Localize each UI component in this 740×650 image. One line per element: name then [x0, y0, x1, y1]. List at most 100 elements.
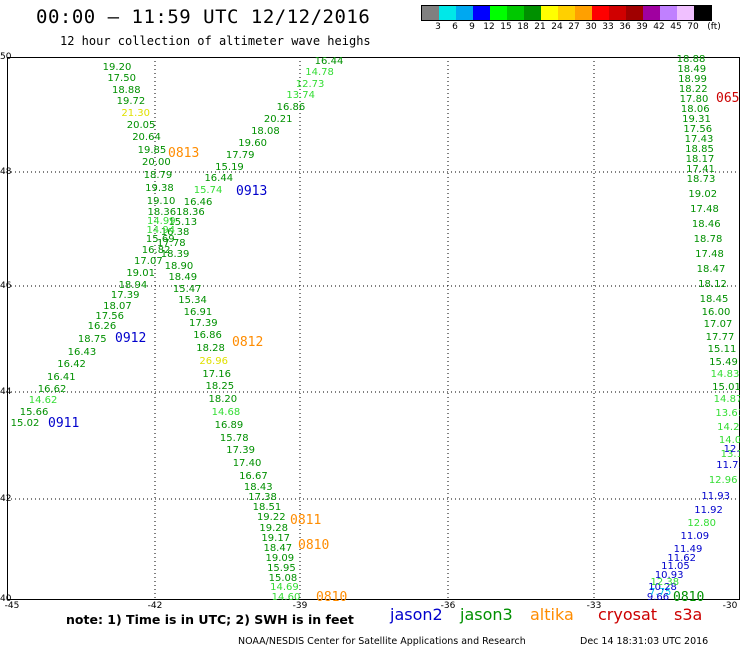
swh-value: 18.46 [691, 219, 721, 230]
swh-value: 18.51 [252, 502, 282, 514]
swh-value: 12.38 [650, 576, 680, 588]
swh-value: 16.44 [314, 56, 344, 67]
swh-value: 11.62 [667, 552, 697, 564]
swh-value: 20.00 [142, 157, 171, 169]
color-scale-label: 33 [602, 22, 614, 32]
swh-value: 18.79 [143, 170, 173, 182]
swh-value: 18.06 [680, 104, 710, 115]
swh-value: 18.47 [263, 542, 293, 554]
swh-value: 18.28 [196, 343, 225, 355]
legend-entry: jason3 [460, 605, 513, 624]
note-text: note: 1) Time is in UTC; 2) SWH is in fe… [66, 612, 354, 627]
color-swatch [575, 6, 592, 20]
swh-value: 18.99 [678, 74, 707, 85]
swh-value: 19.20 [102, 62, 132, 73]
swh-value: 14.68 [211, 406, 241, 418]
swh-value: 16.86 [193, 330, 222, 342]
swh-value: 14.60 [271, 592, 301, 603]
swh-value: 15.66 [19, 406, 49, 418]
swh-value: 15.78 [219, 432, 249, 444]
swh-value: 12.73 [295, 78, 325, 90]
swh-value: 18.36 [176, 206, 205, 218]
swh-value: 18.22 [678, 84, 708, 95]
latitude-label: 42 [0, 494, 12, 504]
swh-value: 17.40 [232, 458, 262, 470]
swh-value: 15.34 [178, 295, 207, 307]
swh-value: 14.87 [713, 394, 740, 405]
color-scale-label: 36 [619, 22, 631, 32]
swh-value: 11.09 [680, 531, 710, 543]
swh-value: 16.42 [57, 359, 86, 371]
swh-value: 20.64 [132, 132, 161, 144]
swh-value: 19.22 [256, 512, 286, 524]
swh-value: 18.12 [698, 279, 727, 290]
legend-entry: cryosat [598, 605, 658, 624]
swh-value: 14.62 [28, 395, 58, 407]
wave-height-map [7, 57, 740, 600]
swh-value: 17.39 [188, 318, 218, 330]
longitude-label: -36 [440, 601, 456, 611]
swh-value: 11.92 [694, 505, 723, 517]
map-frame [7, 57, 740, 600]
color-scale-label: 30 [585, 22, 597, 32]
swh-value: 17.48 [695, 249, 724, 260]
swh-value: 15.47 [172, 283, 202, 295]
swh-value: 18.73 [686, 174, 716, 185]
swh-value: 7.75 [649, 586, 672, 598]
color-swatch [609, 6, 626, 20]
swh-value: 17.80 [679, 94, 709, 105]
longitude-label: -42 [147, 601, 163, 611]
swh-value: 11.73 [716, 459, 740, 471]
swh-value: 12.96 [708, 475, 738, 487]
swh-value: 12.14 [723, 444, 740, 455]
color-scale-label: 39 [636, 22, 648, 32]
swh-value: 16.26 [87, 321, 117, 333]
swh-value: 17.56 [683, 124, 713, 135]
swh-value: 17.07 [134, 256, 163, 268]
color-swatch [677, 6, 694, 20]
swh-value: 17.43 [684, 134, 714, 145]
color-swatch [592, 6, 609, 20]
latitude-label: 46 [0, 281, 12, 291]
swh-value: 15.69 [145, 234, 175, 246]
swh-value: 17.16 [202, 368, 232, 380]
legend-entry: altika [530, 605, 574, 624]
map-subtitle: 12 hour collection of altimeter wave hei… [60, 34, 371, 48]
color-scale-label: 45 [670, 22, 682, 32]
pass-time-label: 0811 [290, 513, 322, 528]
swh-value: 21.30 [121, 107, 150, 119]
swh-value: 18.25 [205, 381, 235, 393]
legend-entry: jason2 [390, 605, 443, 624]
swh-value: 17.39 [226, 445, 255, 457]
pass-time-label: 0810 [316, 590, 348, 605]
swh-value: 15.01 [712, 381, 740, 393]
swh-value: 16.43 [67, 346, 97, 358]
swh-value: 18.75 [77, 333, 107, 345]
swh-value: 17.38 [248, 491, 277, 503]
swh-value: 17.77 [705, 331, 735, 343]
swh-value: 18.88 [111, 84, 141, 96]
swh-value: 15.13 [168, 216, 198, 228]
swh-value: 17.39 [110, 290, 140, 302]
pass-time-label: 0911 [48, 416, 80, 431]
color-swatch [456, 6, 473, 20]
swh-value: 15.02 [10, 418, 40, 429]
swh-value: 17.07 [703, 319, 733, 330]
pass-time-label: 0913 [236, 184, 268, 199]
swh-value: 13.11 [720, 449, 740, 460]
swh-value: 19.09 [265, 553, 295, 565]
swh-value: 18.45 [699, 294, 729, 305]
map-gridlines [7, 57, 740, 600]
swh-value: 19.02 [688, 189, 718, 200]
swh-value: 16.91 [183, 306, 213, 318]
swh-value: 11.93 [701, 491, 731, 503]
swh-value: 14.83 [710, 369, 740, 380]
color-swatch [490, 6, 507, 20]
color-swatch [524, 6, 541, 20]
swh-value: 16.67 [239, 470, 268, 482]
color-swatch [643, 6, 660, 20]
longitude-label: -30 [722, 601, 738, 611]
swh-value: 26.96 [199, 355, 228, 367]
latitude-label: 40 [0, 594, 12, 604]
swh-value: 17.41 [686, 164, 715, 175]
